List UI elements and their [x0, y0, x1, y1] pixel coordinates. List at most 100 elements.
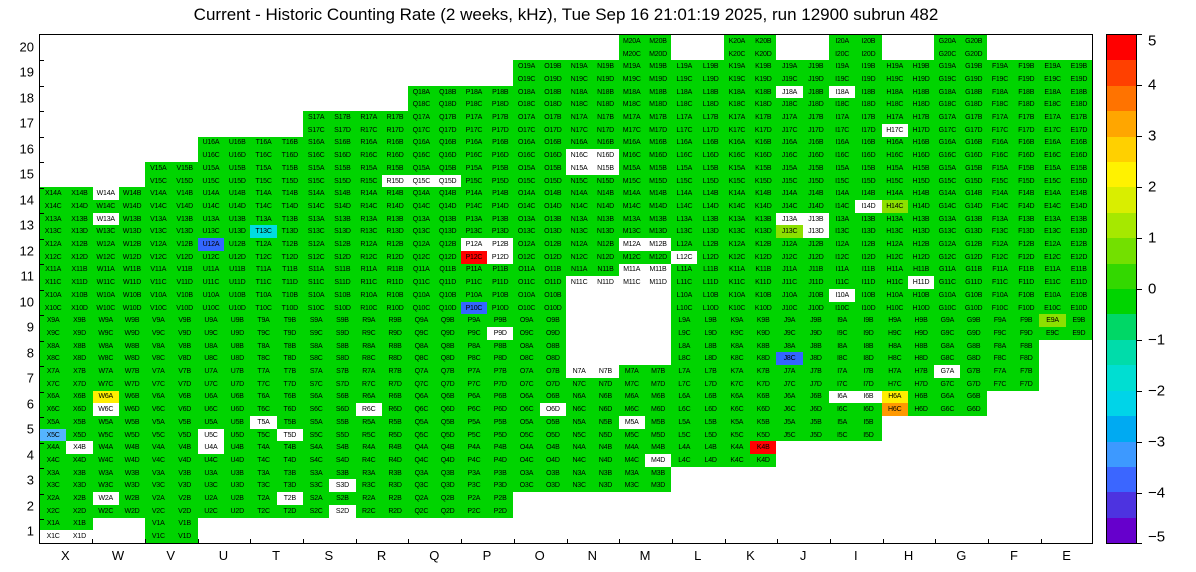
heatmap-cell-E13: E13A E13B E13C E13D	[1039, 212, 1092, 239]
heatmap-cell-O15: O15A O15B O15C O15D	[513, 162, 566, 188]
channel-L5D: L5D	[697, 428, 724, 442]
x-axis-label-S: S	[324, 548, 334, 563]
channel-V6A: V6A	[145, 390, 172, 404]
heatmap-cell-L16: L16A L16B L16C L16D	[671, 136, 724, 162]
channel-L13B: L13B	[697, 212, 724, 226]
heatmap-cell-J17: J17A J17B J17C J17D	[776, 111, 829, 137]
channel-O15B: O15B	[539, 162, 566, 175]
colorbar-band	[1107, 416, 1136, 442]
x-axis-label-X: X	[61, 548, 70, 563]
channel-K18A: K18A	[723, 85, 751, 99]
channel-K20B: K20B	[750, 35, 777, 48]
channel-N3C: N3C	[566, 479, 593, 493]
heatmap-cell-L17: L17A L17B L17C L17D	[671, 111, 724, 137]
channel-T6C: T6C	[250, 403, 277, 416]
heatmap-cell-H14: H14A H14B H14C H14D	[881, 187, 935, 213]
y-tickmark	[40, 213, 44, 214]
channel-Q17D: Q17D	[434, 123, 461, 137]
channel-S7B: S7B	[329, 365, 356, 378]
channel-N17C: N17C	[566, 123, 593, 137]
channel-T2C: T2C	[250, 504, 277, 518]
channel-N12A: N12A	[566, 238, 593, 251]
colorbar-band	[1107, 187, 1136, 213]
channel-R12A: R12A	[355, 238, 382, 251]
heatmap-cell-L19: L19A L19B L19C L19D	[671, 60, 724, 86]
channel-M16D: M16D	[644, 149, 672, 162]
channel-W13A: W13A	[92, 212, 119, 226]
colorbar-tickmark	[1137, 339, 1142, 341]
channel-P16D: P16D	[487, 149, 514, 162]
channel-M19A: M19A	[618, 60, 645, 74]
channel-E15B: E15B	[1065, 162, 1092, 175]
x-axis-label-M: M	[639, 548, 651, 563]
channel-G13A: G13A	[934, 212, 961, 226]
channel-S13C: S13C	[303, 225, 330, 239]
channel-L4D: L4D	[697, 454, 724, 467]
y-tickmark	[40, 315, 44, 316]
channel-T10C: T10C	[250, 301, 277, 315]
channel-Q12D: Q12D	[434, 250, 461, 264]
channel-P14A: P14A	[460, 187, 488, 201]
heatmap-cell-E11: E11A E11B E11C E11D	[1039, 263, 1092, 289]
channel-I17A: I17A	[829, 111, 856, 124]
channel-V5B: V5B	[171, 416, 198, 429]
channel-M12A: M12A	[618, 238, 645, 251]
channel-W9C: W9C	[92, 327, 119, 340]
heatmap-cell-N17: N17A N17B N17C N17D	[566, 111, 619, 137]
channel-R13A: R13A	[355, 212, 382, 226]
channel-T12A: T12A	[250, 238, 277, 251]
x-tickmark	[1040, 539, 1042, 543]
channel-K19C: K19C	[723, 73, 751, 86]
x-tickmark	[619, 539, 621, 543]
channel-S5A: S5A	[303, 416, 330, 429]
channel-R8A: R8A	[355, 339, 382, 353]
heatmap-cell-K8: K8A K8B K8C K8D	[723, 339, 777, 366]
channel-M3D: M3D	[644, 479, 672, 493]
channel-H9C: H9C	[881, 327, 908, 340]
channel-O7B: O7B	[539, 365, 566, 378]
channel-Q4B: Q4B	[434, 441, 461, 455]
channel-O5A: O5A	[513, 416, 540, 429]
channel-X6B: X6B	[66, 390, 93, 404]
colorbar-ticks	[1137, 34, 1143, 544]
channel-V10D: V10D	[171, 301, 198, 315]
channel-X11B: X11B	[66, 263, 93, 277]
channel-I19B: I19B	[855, 60, 882, 74]
y-tickmark	[40, 187, 44, 189]
heatmap-cell-J9: J9A J9B J9C J9D	[776, 314, 829, 340]
channel-I18C: I18C	[829, 98, 856, 112]
heatmap-cell-Q18: Q18A Q18B Q18C Q18D	[408, 85, 461, 112]
channel-R15D: R15D	[381, 174, 409, 188]
channel-J18D: J18D	[802, 98, 829, 112]
heatmap-cell-R3: R3A R3B R3C R3D	[355, 466, 409, 493]
heatmap-cell-Q7: Q7A Q7B Q7C Q7D	[408, 365, 461, 391]
channel-I9D: I9D	[855, 327, 882, 340]
channel-F7A: F7A	[986, 365, 1014, 378]
channel-T6D: T6D	[276, 403, 303, 416]
channel-P13B: P13B	[487, 212, 514, 226]
colorbar-band	[1107, 111, 1136, 137]
channel-T5D: T5D	[276, 428, 303, 442]
channel-W14A: W14A	[92, 187, 119, 201]
heatmap-cell-O16: O16A O16B O16C O16D	[513, 136, 566, 162]
heatmap-cell-L7: L7A L7B L7C L7D	[671, 365, 724, 391]
channel-S16C: S16C	[303, 149, 330, 162]
channel-F18D: F18D	[1013, 98, 1040, 112]
channel-X5C: X5C	[40, 428, 67, 442]
channel-V7A: V7A	[145, 365, 172, 378]
colorbar-band	[1107, 136, 1136, 163]
channel-N7B: N7B	[592, 365, 619, 378]
channel-R13B: R13B	[381, 212, 409, 226]
heatmap-cell-R13: R13A R13B R13C R13D	[355, 212, 409, 239]
channel-S14C: S14C	[303, 200, 330, 213]
x-axis-label-V: V	[166, 548, 176, 563]
channel-K20A: K20A	[723, 35, 751, 48]
channel-L18C: L18C	[671, 98, 698, 112]
channel-I9A: I9A	[829, 314, 856, 328]
channel-E12B: E12B	[1065, 238, 1092, 251]
channel-P9A: P9A	[460, 314, 488, 328]
channel-J5C: J5C	[776, 428, 803, 442]
channel-S3A: S3A	[303, 466, 330, 480]
channel-H12C: H12C	[881, 250, 908, 264]
channel-J9C: J9C	[776, 327, 803, 340]
